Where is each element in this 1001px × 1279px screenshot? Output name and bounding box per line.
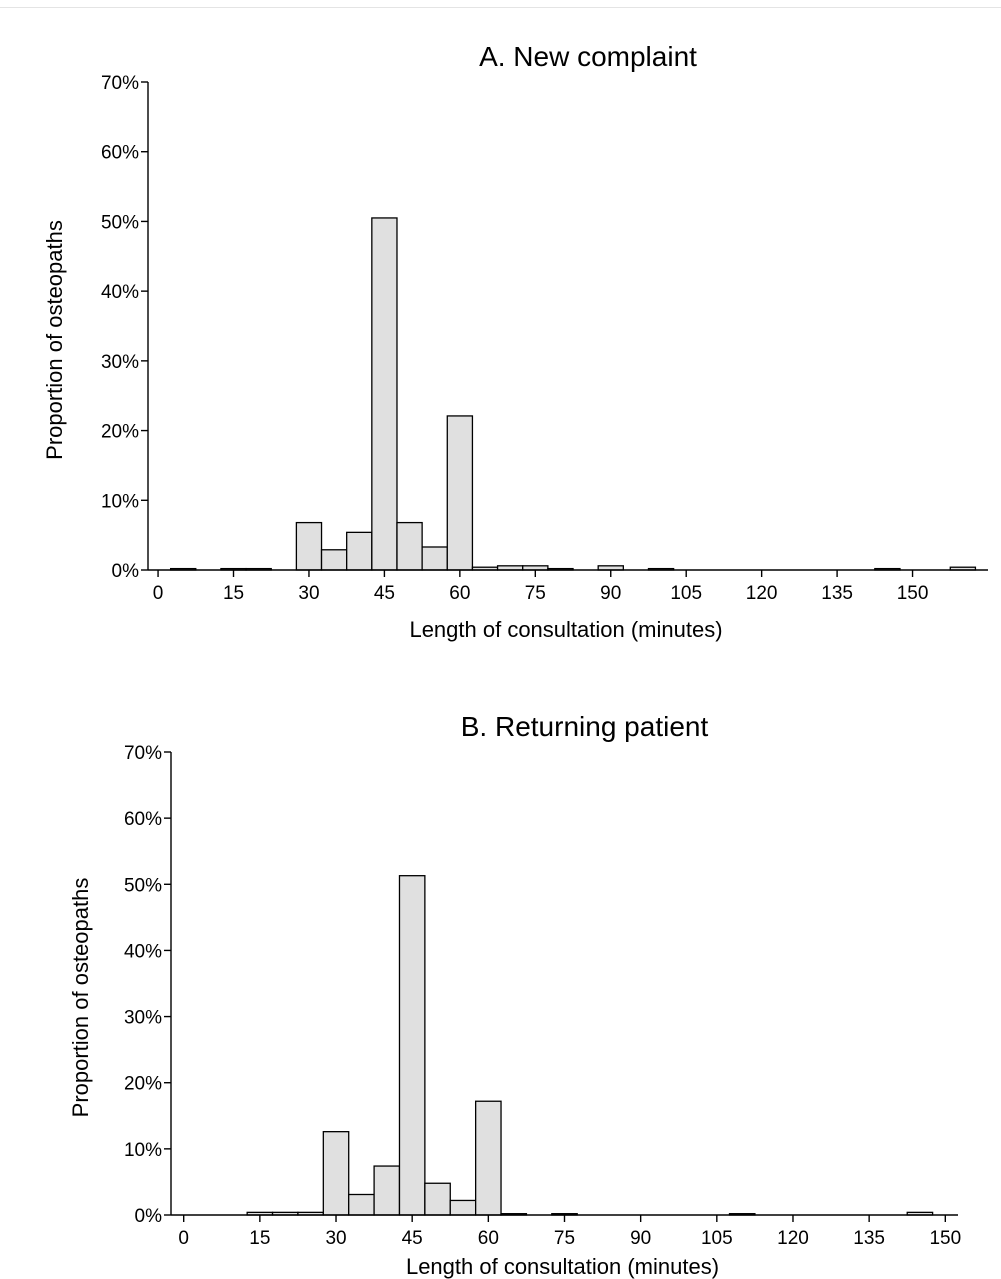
histogram-bar [446, 415, 474, 571]
x-tick-label: 150 [929, 1228, 961, 1249]
x-tick-label: 150 [897, 583, 929, 604]
x-tick-label: 0 [153, 583, 164, 604]
chart-title: B. Returning patient [461, 711, 709, 742]
histogram-bar [396, 521, 423, 571]
x-tick-label: 135 [853, 1228, 885, 1249]
x-tick-label: 105 [670, 583, 702, 604]
histogram-bar [424, 1182, 451, 1216]
x-tick-label: 120 [746, 583, 778, 604]
x-tick-label: 30 [325, 1228, 346, 1249]
y-tick-label: 50% [101, 212, 139, 233]
y-tick-label: 30% [101, 352, 139, 373]
histogram-bar [346, 531, 373, 571]
y-axis-label: Proportion of osteopaths [42, 220, 67, 460]
panel-a: A. New complaint 0% 10% 20% 30% 40% 50% 60% 70% 0… [42, 41, 988, 642]
y-tick-label: 60% [124, 809, 162, 830]
x-tick-label: 120 [777, 1228, 809, 1249]
x-tick-label: 45 [374, 583, 395, 604]
y-tick-label: 50% [124, 875, 162, 896]
x-tick-label: 60 [449, 583, 470, 604]
histogram-bar [320, 549, 348, 571]
x-tick-label: 135 [821, 583, 853, 604]
x-tick-label: 90 [600, 583, 621, 604]
x-tick-label: 15 [249, 1228, 270, 1249]
x-axis-label: Length of consultation (minutes) [409, 617, 722, 642]
y-tick-label: 70% [124, 743, 162, 764]
y-tick-label: 20% [124, 1074, 162, 1095]
x-tick-label: 45 [402, 1228, 423, 1249]
x-tick-label: 0 [178, 1228, 189, 1249]
histogram-bar [348, 1193, 375, 1216]
histogram-bar [371, 217, 398, 571]
x-tick-label: 90 [630, 1228, 651, 1249]
x-axis-label: Length of consultation (minutes) [406, 1254, 719, 1279]
histogram-bar [295, 521, 323, 571]
x-tick-label: 15 [223, 583, 244, 604]
panel-b: B. Returning patient 0% 10% 20% 30% 40% 50% 60%… [68, 711, 961, 1279]
x-tick-label: 75 [554, 1228, 575, 1249]
histogram-bar [373, 1165, 401, 1216]
histogram-bar [322, 1131, 350, 1216]
y-tick-label: 0% [112, 561, 140, 582]
x-tick-label: 60 [478, 1228, 499, 1249]
histogram-bar [421, 546, 448, 571]
y-tick-label: 20% [101, 422, 139, 443]
x-tick-label: 105 [701, 1228, 733, 1249]
y-tick-label: 40% [124, 941, 162, 962]
x-tick-label: 30 [298, 583, 319, 604]
chart-title: A. New complaint [479, 41, 697, 72]
top-border-line [0, 7, 1001, 8]
histogram-bar [398, 875, 426, 1216]
y-tick-label: 70% [101, 73, 139, 94]
y-tick-label: 40% [101, 282, 139, 303]
y-tick-label: 10% [101, 491, 139, 512]
y-tick-label: 30% [124, 1008, 162, 1029]
y-tick-label: 10% [124, 1140, 162, 1161]
x-tick-label: 75 [525, 583, 546, 604]
histogram-bar [449, 1199, 477, 1216]
y-tick-label: 0% [135, 1206, 163, 1227]
y-axis-label: Proportion of osteopaths [68, 878, 93, 1118]
y-tick-label: 60% [101, 143, 139, 164]
histogram-bar [474, 1100, 502, 1216]
